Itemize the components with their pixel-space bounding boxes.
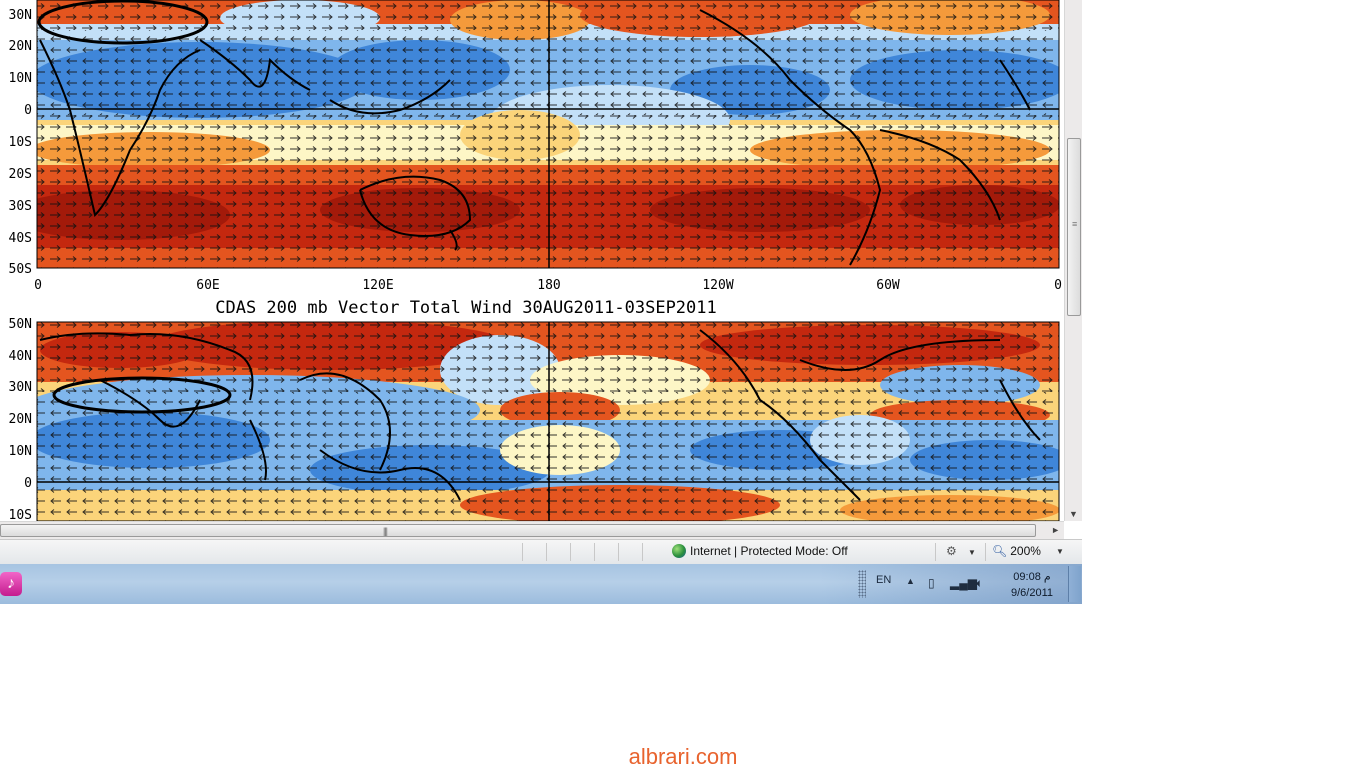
- globe-icon: [672, 544, 686, 558]
- chevron-down-icon[interactable]: ▼: [1055, 546, 1064, 556]
- lon-label: 120W: [702, 278, 733, 293]
- browser-window: 30N 20N 10N 0 10S 20S 30S 40S 50S 0 60E …: [0, 0, 1082, 604]
- volume-icon[interactable]: 🔈︎: [976, 576, 984, 590]
- show-hidden-icons-icon[interactable]: ▲: [906, 576, 915, 586]
- horizontal-scrollbar[interactable]: ||| ►: [0, 521, 1064, 539]
- lat-label: 10N: [9, 444, 32, 459]
- zoom-level: 200%: [1010, 544, 1041, 558]
- lat-label: 30N: [9, 380, 32, 395]
- lat-label: 20N: [9, 412, 32, 427]
- lat-label: 20S: [9, 167, 32, 182]
- lat-label: 40N: [9, 349, 32, 364]
- bottom-map-panel: [37, 322, 1059, 521]
- vertical-scrollbar[interactable]: ≡ ▼: [1064, 0, 1082, 521]
- scroll-down-arrow-icon[interactable]: ▼: [1069, 509, 1078, 519]
- lat-label: 0: [24, 103, 32, 118]
- show-desktop-button[interactable]: [1068, 566, 1081, 602]
- lat-label: 10S: [9, 135, 32, 150]
- status-divider: [618, 543, 619, 561]
- vertical-scroll-thumb[interactable]: ≡: [1067, 138, 1081, 316]
- clock-time: 09:08 م: [1013, 571, 1051, 583]
- lat-label: 10N: [9, 71, 32, 86]
- power-icon[interactable]: ▯: [928, 576, 935, 590]
- itunes-icon[interactable]: ♪: [0, 572, 22, 596]
- page-content: 30N 20N 10N 0 10S 20S 30S 40S 50S 0 60E …: [8, 0, 1062, 521]
- lon-label: 180: [537, 278, 560, 293]
- site-watermark: albrari.com: [628, 744, 738, 769]
- map-title: CDAS 200 mb Vector Total Wind 30AUG2011-…: [215, 298, 717, 318]
- highlight-ellipse: [37, 0, 209, 45]
- zoom-control[interactable]: 🔍︎ 200% ▼: [992, 544, 1064, 558]
- lat-label: 50S: [9, 262, 32, 277]
- top-map-panel: [37, 0, 1059, 268]
- status-divider: [570, 543, 571, 561]
- system-clock[interactable]: 09:08 م 9/6/2011: [1002, 569, 1062, 601]
- lat-label: 30S: [9, 199, 32, 214]
- lon-label: 60E: [196, 278, 219, 293]
- wind-maps: 30N 20N 10N 0 10S 20S 30S 40S 50S 0 60E …: [9, 0, 1062, 521]
- horizontal-scroll-thumb[interactable]: |||: [0, 524, 1036, 537]
- status-divider: [642, 543, 643, 561]
- scroll-right-arrow-icon[interactable]: ►: [1051, 525, 1060, 535]
- lon-label: 120E: [362, 278, 393, 293]
- lat-label: 20N: [9, 39, 32, 54]
- chevron-down-icon[interactable]: ▼: [968, 548, 976, 557]
- lat-label: 40S: [9, 231, 32, 246]
- scroll-grip-icon: |||: [383, 526, 388, 536]
- lat-label: 0: [24, 476, 32, 491]
- status-divider: [935, 543, 936, 561]
- lat-label: 10S: [9, 508, 32, 521]
- highlight-ellipse: [52, 376, 232, 414]
- lon-label: 60W: [876, 278, 900, 293]
- taskbar: ♪ EN ▲ ▯ ▂▄▆ 🔈︎ 09:08 م 9/6/2011: [0, 564, 1082, 604]
- network-icon[interactable]: ▂▄▆: [950, 576, 977, 590]
- lon-label: 0: [1054, 278, 1062, 293]
- status-divider: [522, 543, 523, 561]
- zone-text: Internet | Protected Mode: Off: [690, 544, 848, 558]
- scroll-grip-icon: ≡: [1072, 219, 1078, 229]
- status-divider: [546, 543, 547, 561]
- security-zone[interactable]: Internet | Protected Mode: Off: [672, 544, 848, 558]
- status-divider: [594, 543, 595, 561]
- language-indicator[interactable]: EN: [876, 574, 892, 586]
- settings-gear-icon[interactable]: ⚙: [946, 544, 957, 558]
- status-bar: Internet | Protected Mode: Off ⚙ ▼ 🔍︎ 20…: [0, 539, 1082, 564]
- tray-grip[interactable]: [858, 570, 866, 598]
- magnifier-icon: 🔍︎: [992, 544, 1008, 558]
- lat-label: 50N: [9, 317, 32, 332]
- status-divider: [985, 543, 986, 561]
- lon-label: 0: [34, 278, 42, 293]
- clock-date: 9/6/2011: [1010, 587, 1053, 599]
- lat-label: 30N: [9, 8, 32, 23]
